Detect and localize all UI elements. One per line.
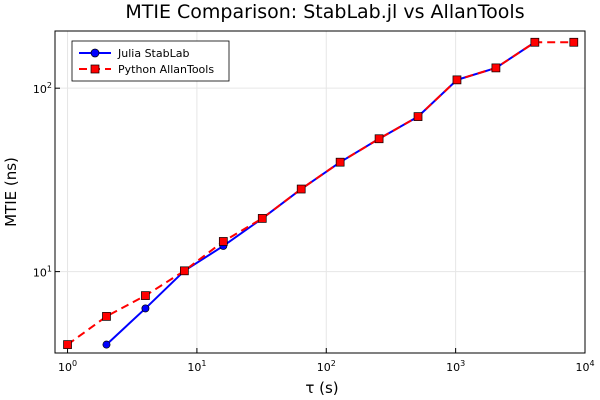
series-2-point bbox=[374, 134, 384, 144]
series-2-point bbox=[413, 112, 423, 121]
x-tick-label: 104 bbox=[575, 359, 594, 374]
series-2-point bbox=[102, 312, 111, 321]
series-2-point bbox=[452, 75, 462, 85]
legend-marker bbox=[90, 64, 100, 74]
legend-label: Python AllanTools bbox=[118, 63, 214, 76]
x-axis-title: τ (s) bbox=[305, 379, 338, 397]
series-2 bbox=[63, 37, 579, 349]
series-2-point bbox=[530, 37, 540, 47]
axis-ticks: 100 101 102 103 104 101 102 bbox=[33, 81, 595, 374]
legend-box bbox=[71, 40, 230, 82]
plot-frame bbox=[54, 30, 586, 354]
x-tick-label: 100 bbox=[58, 359, 77, 374]
series-2-point bbox=[257, 214, 267, 223]
series-layer bbox=[63, 37, 579, 349]
series-2-point bbox=[569, 37, 579, 47]
y-axis-title: MTIE (ns) bbox=[2, 157, 20, 227]
series-2-point bbox=[491, 63, 501, 73]
series-2-point bbox=[296, 184, 306, 194]
series-2-point bbox=[63, 340, 72, 349]
x-tick-label: 103 bbox=[446, 359, 465, 374]
series-1-point bbox=[102, 340, 111, 349]
legend-marker bbox=[90, 48, 100, 58]
series-2-point bbox=[335, 157, 345, 167]
legend: Julia StabLab Python AllanTools bbox=[71, 40, 230, 82]
y-tick-label: 101 bbox=[33, 265, 52, 280]
series-2-point bbox=[141, 291, 150, 300]
series-2-point bbox=[218, 237, 228, 246]
series-2-point bbox=[180, 266, 189, 276]
x-tick-label: 102 bbox=[317, 359, 336, 374]
chart-title: MTIE Comparison: StabLab.jl vs AllanTool… bbox=[125, 1, 524, 23]
series-1-point bbox=[141, 304, 150, 313]
series-1-line bbox=[105, 41, 536, 346]
legend-label: Julia StabLab bbox=[117, 47, 189, 60]
series-2-line bbox=[66, 41, 574, 346]
series-1 bbox=[102, 38, 539, 349]
x-tick-label: 101 bbox=[187, 359, 206, 374]
y-tick-label: 102 bbox=[33, 81, 52, 96]
